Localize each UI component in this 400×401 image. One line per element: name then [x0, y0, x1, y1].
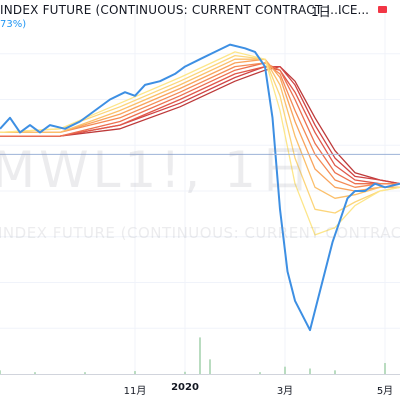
ma-line-30 — [0, 58, 400, 199]
volume-bar — [199, 337, 201, 374]
x-tick-label: 2020 — [171, 382, 199, 393]
time-axis[interactable]: 11月 2020 3月 5月 — [0, 374, 400, 401]
x-tick-label: 5月 — [376, 386, 394, 397]
ma-line-70 — [0, 65, 400, 185]
x-tick-label: 3月 — [276, 386, 294, 397]
price-series — [0, 43, 400, 332]
ma-line-50 — [0, 62, 400, 188]
flag-icon — [378, 6, 387, 13]
volume-bar — [34, 372, 36, 374]
interval-label[interactable]: 1日 — [311, 5, 331, 19]
volume-bar — [84, 372, 86, 374]
volume-bar — [209, 359, 211, 374]
volume-bar — [309, 368, 311, 374]
ma-line-20 — [0, 54, 400, 214]
volume-bar — [134, 371, 136, 374]
volume-bar — [284, 366, 286, 374]
volume-bar — [184, 371, 186, 374]
chart-legend-header: INDEX FUTURE (CONTINUOUS: CURRENT CONTRA… — [0, 0, 400, 36]
change-percent: 73%) — [0, 19, 27, 30]
volume-bar — [0, 370, 1, 374]
x-tick-label: 11月 — [123, 386, 147, 397]
ma-line-10 — [0, 51, 400, 236]
ma-line-80 — [0, 65, 400, 185]
volume-bar — [259, 372, 261, 374]
chart-grid — [0, 8, 400, 374]
ma-line-40 — [0, 58, 400, 192]
volume-bar — [334, 370, 336, 374]
symbol-title[interactable]: INDEX FUTURE (CONTINUOUS: CURRENT CONTRA… — [0, 3, 343, 17]
ma-line-90 — [0, 65, 400, 185]
price-line — [0, 43, 400, 332]
volume-bars — [0, 337, 386, 374]
ma-ribbon — [0, 51, 400, 236]
exchange-label[interactable]: ICE... — [338, 3, 369, 17]
volume-bar — [384, 363, 386, 374]
ma-line-60 — [0, 62, 400, 185]
